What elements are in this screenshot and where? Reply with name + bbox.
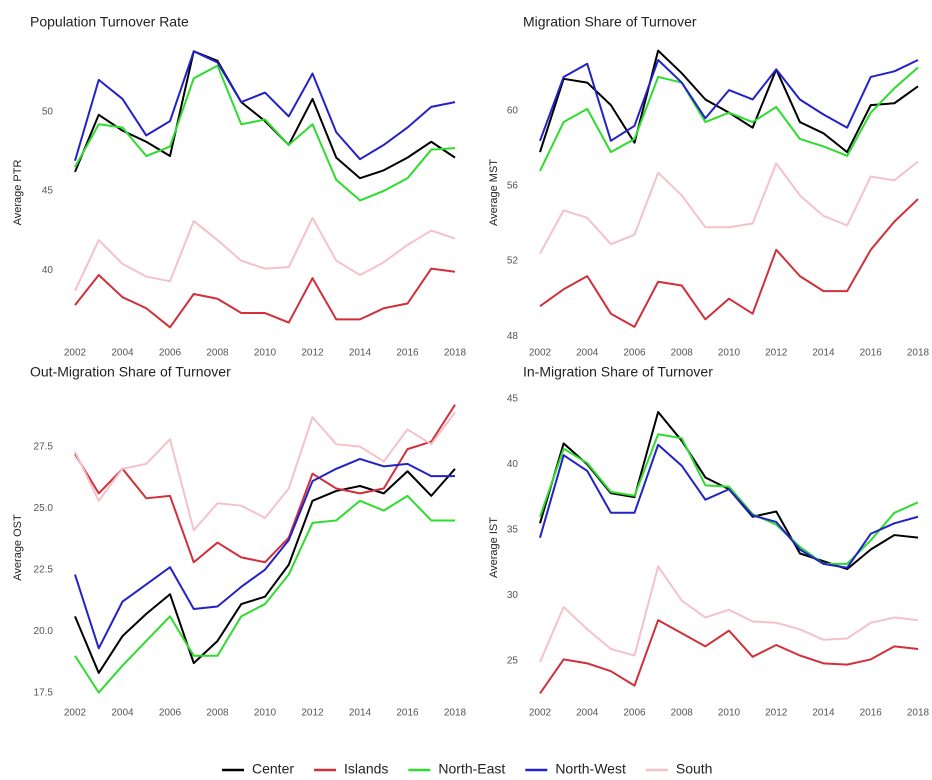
y-tick-label: 40 [42, 265, 54, 276]
x-tick-label: 2016 [396, 348, 419, 359]
panel-title: Population Turnover Rate [30, 14, 189, 30]
x-tick-label: 2014 [812, 348, 835, 359]
legend-label: North-East [438, 761, 505, 777]
legend-label: North-West [555, 761, 626, 777]
y-tick-label: 27.5 [34, 441, 54, 452]
x-tick-label: 2008 [671, 708, 694, 719]
x-tick-label: 2016 [860, 708, 883, 719]
legend: Center Islands North-East North-West South [222, 761, 712, 777]
y-axis-label: Average PTR [12, 160, 24, 226]
x-tick-label: 2004 [576, 348, 599, 359]
x-tick-label: 2008 [671, 348, 694, 359]
x-tick-label: 2014 [349, 708, 372, 719]
series-line [539, 160, 919, 255]
x-tick-label: 2008 [206, 348, 229, 359]
x-tick-label: 2012 [765, 708, 788, 719]
y-tick-label: 60 [507, 105, 519, 116]
series-line [74, 216, 456, 292]
y-tick-label: 17.5 [34, 687, 54, 698]
y-tick-label: 30 [507, 590, 519, 601]
y-tick-label: 45 [507, 394, 519, 405]
series-line [539, 433, 919, 565]
series-line [74, 494, 455, 694]
y-tick-label: 20.0 [34, 626, 54, 637]
x-tick-label: 2004 [111, 708, 134, 719]
x-tick-label: 2004 [576, 708, 599, 719]
x-tick-label: 2002 [64, 708, 87, 719]
legend-label: South [676, 761, 713, 777]
series-line [74, 411, 456, 532]
x-tick-label: 2012 [765, 348, 788, 359]
legend-label: Islands [344, 761, 388, 777]
x-tick-label: 2006 [159, 348, 182, 359]
legend-label: Center [252, 761, 294, 777]
series-line [74, 267, 456, 329]
series-line [539, 198, 919, 328]
panel-title: In-Migration Share of Turnover [523, 364, 713, 380]
y-tick-label: 52 [507, 256, 519, 267]
y-tick-label: 35 [507, 524, 519, 535]
y-tick-label: 40 [507, 459, 519, 470]
x-tick-label: 2018 [907, 708, 930, 719]
y-tick-label: 25.0 [34, 503, 54, 514]
x-tick-label: 2016 [396, 708, 419, 719]
x-tick-label: 2010 [718, 348, 741, 359]
x-tick-label: 2018 [444, 708, 467, 719]
series-line [539, 66, 919, 172]
y-axis-label: Average OST [12, 514, 24, 581]
x-tick-label: 2002 [529, 708, 552, 719]
x-tick-label: 2006 [623, 348, 646, 359]
x-tick-label: 2006 [623, 708, 646, 719]
x-tick-label: 2018 [444, 348, 467, 359]
x-tick-label: 2010 [254, 708, 277, 719]
x-tick-label: 2012 [301, 708, 324, 719]
x-tick-label: 2008 [206, 708, 229, 719]
x-tick-label: 2010 [254, 348, 277, 359]
series-line [539, 59, 919, 142]
y-tick-label: 56 [507, 181, 519, 192]
x-tick-label: 2016 [860, 348, 883, 359]
x-tick-label: 2004 [111, 348, 134, 359]
x-tick-label: 2010 [718, 708, 741, 719]
series-line [74, 457, 455, 650]
x-tick-label: 2006 [159, 708, 182, 719]
panel-title: Migration Share of Turnover [523, 14, 697, 30]
series-line [539, 49, 919, 154]
series-line [74, 64, 456, 202]
series-line [539, 443, 919, 569]
x-tick-label: 2014 [812, 708, 835, 719]
y-tick-label: 22.5 [34, 564, 54, 575]
series-line [74, 404, 456, 564]
panel-title: Out-Migration Share of Turnover [30, 364, 231, 380]
y-tick-label: 48 [507, 331, 519, 342]
series-line [74, 50, 456, 180]
series-line [539, 565, 919, 663]
y-axis-label: Average MST [488, 159, 500, 226]
y-tick-label: 50 [42, 106, 54, 117]
y-tick-label: 25 [507, 655, 519, 666]
series-line [74, 468, 456, 674]
x-tick-label: 2012 [301, 348, 324, 359]
x-tick-label: 2018 [907, 348, 930, 359]
x-tick-label: 2002 [64, 348, 87, 359]
x-tick-label: 2014 [349, 348, 372, 359]
y-tick-label: 45 [42, 186, 54, 197]
series-line [74, 50, 456, 162]
x-tick-label: 2002 [529, 348, 552, 359]
y-axis-label: Average IST [488, 517, 500, 578]
series-line [539, 619, 919, 695]
